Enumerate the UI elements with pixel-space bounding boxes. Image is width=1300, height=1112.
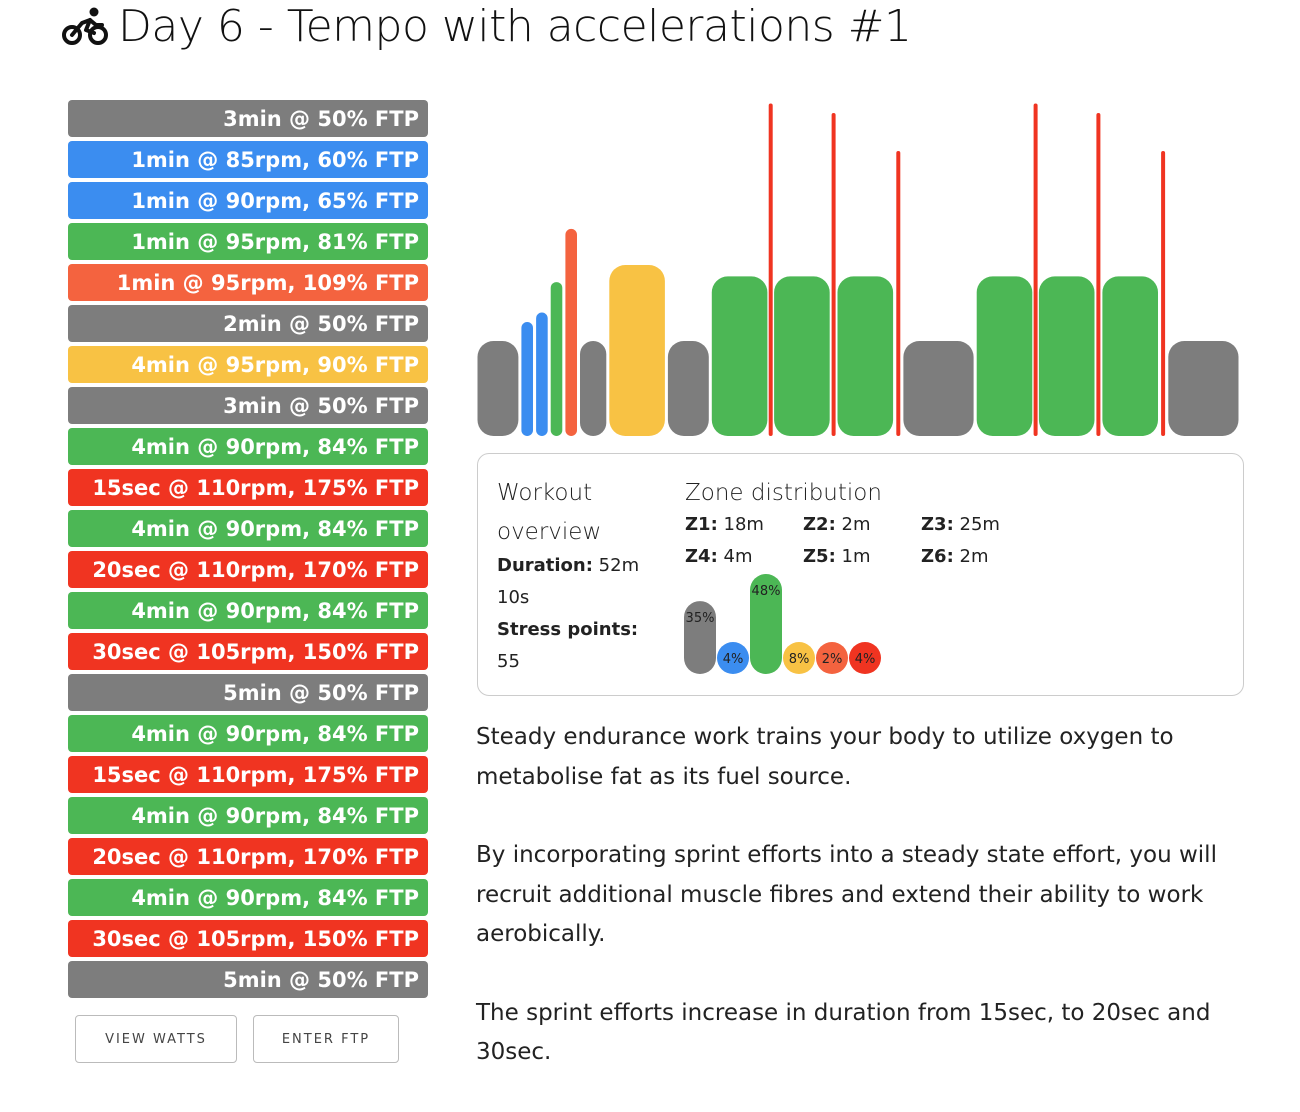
workout-step: 4min @ 90rpm, 84% FTP bbox=[68, 715, 428, 752]
workout-description: Steady endurance work trains your body t… bbox=[476, 718, 1236, 1112]
workout-step: 4min @ 95rpm, 90% FTP bbox=[68, 346, 428, 383]
profile-segment bbox=[521, 322, 533, 436]
view-watts-button[interactable]: VIEW WATTS bbox=[75, 1015, 237, 1063]
zone-pct-label: 4% bbox=[855, 652, 876, 667]
zone-time-z5: Z5: 1m bbox=[803, 546, 871, 567]
zone-bar-z6 bbox=[849, 642, 881, 674]
zone-bar-z3 bbox=[750, 574, 782, 674]
workout-step: 1min @ 90rpm, 65% FTP bbox=[68, 182, 428, 219]
profile-segment bbox=[837, 276, 894, 436]
zone-distribution-chart: 35% 4% 48% 8% 2% 4% bbox=[684, 574, 881, 674]
workout-step: 4min @ 90rpm, 84% FTP bbox=[68, 510, 428, 547]
profile-segment bbox=[580, 341, 607, 436]
workout-step: 5min @ 50% FTP bbox=[68, 961, 428, 998]
workout-step: 5min @ 50% FTP bbox=[68, 674, 428, 711]
profile-segment bbox=[1033, 103, 1038, 436]
stress-points-label: Stress points: bbox=[497, 619, 639, 640]
workout-step: 30sec @ 105rpm, 150% FTP bbox=[68, 920, 428, 957]
zone-time: 18m bbox=[723, 514, 764, 535]
zone-pct-label: 4% bbox=[723, 652, 744, 667]
zone-pct-label: 2% bbox=[822, 652, 843, 667]
zone-label: Z1: bbox=[685, 514, 718, 535]
zone-time-z3: Z3: 25m bbox=[921, 514, 1000, 535]
workout-step: 3min @ 50% FTP bbox=[68, 100, 428, 137]
profile-segment bbox=[774, 276, 830, 436]
zone-time: 25m bbox=[959, 514, 1000, 535]
workout-step: 4min @ 90rpm, 84% FTP bbox=[68, 797, 428, 834]
workout-step: 3min @ 50% FTP bbox=[68, 387, 428, 424]
workout-overview-panel: Workout overview Duration: 52m 10s Stres… bbox=[477, 453, 1244, 696]
description-paragraph: By incorporating sprint efforts into a s… bbox=[476, 842, 1217, 947]
workout-step: 4min @ 90rpm, 84% FTP bbox=[68, 428, 428, 465]
workout-step: 20sec @ 110rpm, 170% FTP bbox=[68, 551, 428, 588]
profile-segment bbox=[1102, 276, 1158, 436]
zone-time-z1: Z1: 18m bbox=[685, 514, 764, 535]
workout-step: 1min @ 95rpm, 81% FTP bbox=[68, 223, 428, 260]
duration-value: 52m 10s bbox=[497, 555, 640, 608]
page-title: Day 6 - Tempo with accelerations #1 bbox=[62, 0, 912, 52]
zone-pct-label: 8% bbox=[789, 652, 810, 667]
profile-segment bbox=[550, 282, 563, 436]
zone-label: Z2: bbox=[803, 514, 836, 535]
zone-label: Z3: bbox=[921, 514, 954, 535]
zone-time: 4m bbox=[723, 546, 753, 567]
duration-stat: Duration: 52m 10s bbox=[497, 550, 647, 614]
duration-label: Duration: bbox=[497, 555, 593, 576]
profile-segment bbox=[609, 265, 665, 436]
zone-pct-label: 48% bbox=[752, 584, 781, 599]
overview-title: Workout overview bbox=[497, 480, 602, 545]
description-paragraph: Steady endurance work trains your body t… bbox=[476, 724, 1174, 790]
zone-bar-z5 bbox=[816, 642, 848, 674]
profile-segment bbox=[565, 228, 577, 436]
description-paragraph: The sprint efforts increase in duration … bbox=[476, 999, 1211, 1066]
workout-step: 30sec @ 105rpm, 150% FTP bbox=[68, 633, 428, 670]
workout-step: 1min @ 85rpm, 60% FTP bbox=[68, 141, 428, 178]
zone-label: Z6: bbox=[921, 546, 954, 567]
zone-time: 2m bbox=[959, 546, 989, 567]
workout-step: 2min @ 50% FTP bbox=[68, 305, 428, 342]
zone-time: 1m bbox=[841, 546, 871, 567]
workout-profile-chart bbox=[477, 103, 1239, 436]
workout-step-list: 3min @ 50% FTP 1min @ 85rpm, 60% FTP 1min … bbox=[68, 100, 428, 1002]
profile-segment bbox=[1096, 113, 1101, 436]
workout-step: 20sec @ 110rpm, 170% FTP bbox=[68, 838, 428, 875]
enter-ftp-button[interactable]: ENTER FTP bbox=[253, 1015, 399, 1063]
profile-segment bbox=[477, 341, 519, 436]
profile-segment bbox=[1168, 341, 1239, 436]
zone-distribution-title: Zone distribution bbox=[685, 480, 882, 506]
profile-segment bbox=[831, 113, 836, 436]
profile-segment bbox=[1038, 276, 1095, 436]
bicycle-rider-icon bbox=[62, 7, 108, 45]
zone-bar-z2 bbox=[717, 642, 749, 674]
workout-step: 1min @ 95rpm, 109% FTP bbox=[68, 264, 428, 301]
profile-segment bbox=[896, 151, 901, 436]
workout-step: 15sec @ 110rpm, 175% FTP bbox=[68, 756, 428, 793]
zone-bar-z4 bbox=[783, 642, 815, 674]
profile-segment bbox=[976, 276, 1033, 436]
profile-segment bbox=[768, 103, 773, 436]
profile-segment bbox=[1161, 151, 1166, 436]
workout-step: 4min @ 90rpm, 84% FTP bbox=[68, 592, 428, 629]
profile-segment bbox=[903, 341, 974, 436]
zone-pct-label: 35% bbox=[686, 611, 715, 626]
zone-label: Z4: bbox=[685, 546, 718, 567]
zone-bar-z1 bbox=[684, 601, 716, 674]
zone-time-z6: Z6: 2m bbox=[921, 546, 989, 567]
profile-segment bbox=[536, 312, 548, 436]
profile-segment bbox=[667, 341, 709, 436]
stress-points-value: 55 bbox=[497, 651, 520, 672]
workout-step: 15sec @ 110rpm, 175% FTP bbox=[68, 469, 428, 506]
overview-stats: Duration: 52m 10s Stress points: 55 bbox=[497, 550, 647, 678]
page-title-text: Day 6 - Tempo with accelerations #1 bbox=[118, 0, 912, 52]
zone-label: Z5: bbox=[803, 546, 836, 567]
workout-step: 4min @ 90rpm, 84% FTP bbox=[68, 879, 428, 916]
profile-segment bbox=[711, 276, 768, 436]
zone-time-z2: Z2: 2m bbox=[803, 514, 871, 535]
zone-time: 2m bbox=[841, 514, 871, 535]
zone-time-z4: Z4: 4m bbox=[685, 546, 753, 567]
stress-points-stat: Stress points: 55 bbox=[497, 614, 647, 678]
